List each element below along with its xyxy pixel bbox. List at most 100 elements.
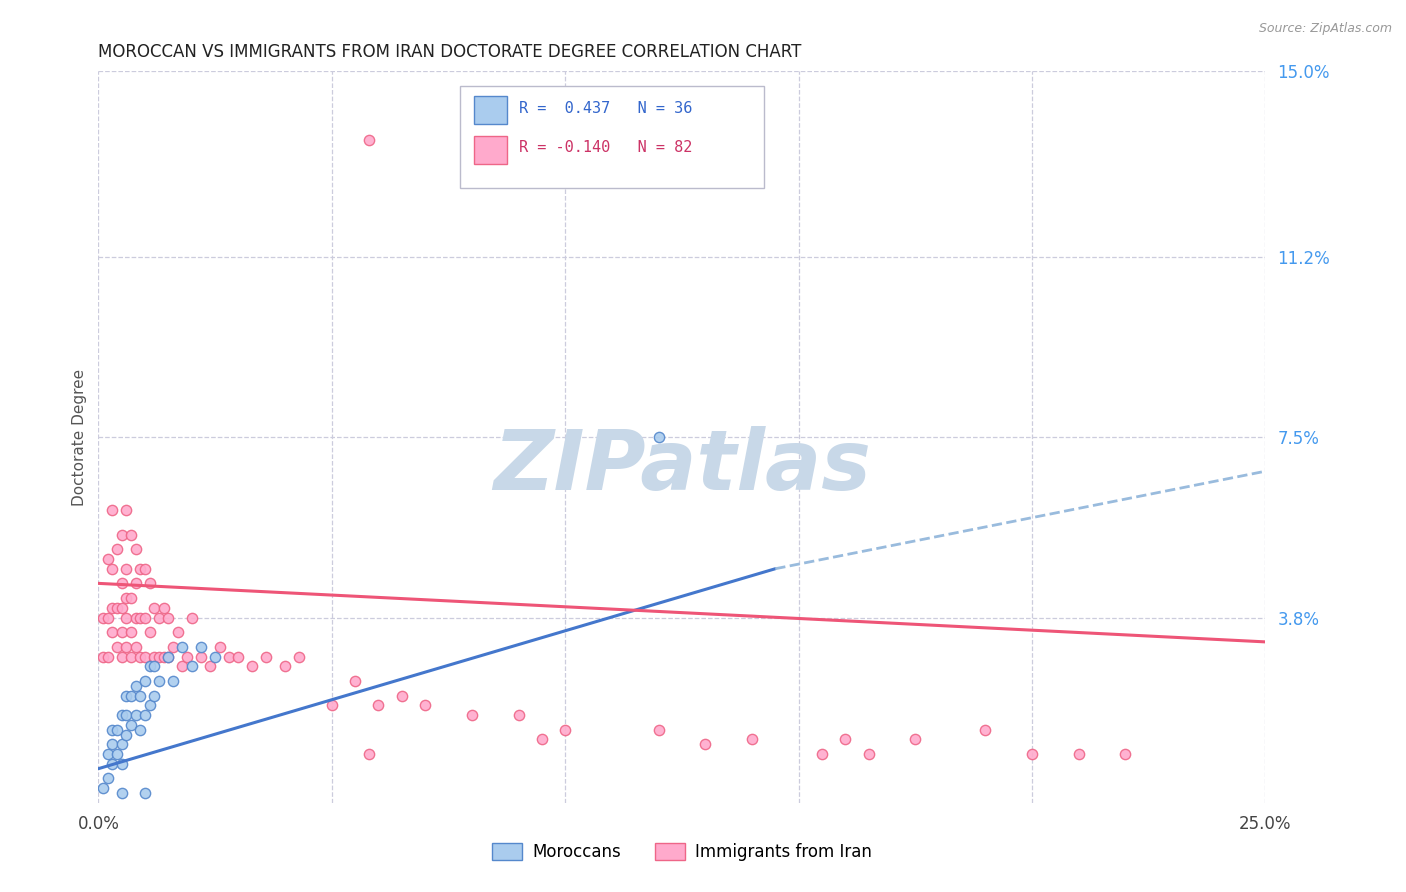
Point	[180, 659, 202, 673]
Point	[97, 747, 120, 761]
Point	[200, 659, 222, 673]
Point	[148, 649, 170, 664]
Legend: Moroccans, Immigrants from Iran: Moroccans, Immigrants from Iran	[485, 836, 879, 868]
Point	[105, 747, 128, 761]
Point	[111, 649, 134, 664]
Point	[148, 673, 170, 688]
Point	[190, 649, 212, 664]
Point	[180, 610, 202, 624]
Point	[129, 689, 152, 703]
Point	[1114, 747, 1136, 761]
Point	[413, 698, 436, 713]
FancyBboxPatch shape	[460, 86, 763, 188]
Point	[139, 576, 162, 591]
Text: R = -0.140   N = 82: R = -0.140 N = 82	[519, 140, 692, 155]
Point	[111, 786, 134, 800]
Point	[115, 562, 138, 576]
Point	[1067, 747, 1090, 761]
Point	[125, 576, 148, 591]
Point	[111, 600, 134, 615]
Point	[111, 737, 134, 751]
Point	[115, 503, 138, 517]
Point	[904, 732, 927, 747]
Point	[204, 649, 226, 664]
Point	[288, 649, 311, 664]
FancyBboxPatch shape	[474, 136, 508, 163]
Point	[111, 756, 134, 771]
Point	[530, 732, 553, 747]
Point	[190, 640, 212, 654]
Point	[974, 723, 997, 737]
Point	[218, 649, 240, 664]
Point	[321, 698, 343, 713]
Point	[97, 772, 120, 786]
Point	[125, 708, 148, 723]
Point	[115, 689, 138, 703]
Point	[228, 649, 250, 664]
Point	[115, 591, 138, 605]
Point	[115, 708, 138, 723]
Point	[139, 659, 162, 673]
Point	[176, 649, 198, 664]
Point	[111, 708, 134, 723]
Point	[344, 673, 367, 688]
Point	[134, 649, 156, 664]
Point	[208, 640, 231, 654]
Point	[162, 640, 184, 654]
Point	[129, 723, 152, 737]
Point	[120, 591, 142, 605]
Point	[129, 610, 152, 624]
Text: MOROCCAN VS IMMIGRANTS FROM IRAN DOCTORATE DEGREE CORRELATION CHART: MOROCCAN VS IMMIGRANTS FROM IRAN DOCTORA…	[98, 44, 801, 62]
Point	[139, 698, 162, 713]
Point	[105, 640, 128, 654]
Point	[125, 679, 148, 693]
Y-axis label: Doctorate Degree: Doctorate Degree	[72, 368, 87, 506]
Point	[125, 542, 148, 557]
Point	[101, 625, 124, 640]
Point	[125, 610, 148, 624]
Point	[101, 503, 124, 517]
Point	[120, 649, 142, 664]
Point	[367, 698, 389, 713]
Point	[101, 756, 124, 771]
Point	[134, 786, 156, 800]
Point	[105, 723, 128, 737]
Point	[172, 659, 194, 673]
Point	[274, 659, 297, 673]
Point	[115, 727, 138, 741]
Point	[391, 689, 413, 703]
Text: ZIPatlas: ZIPatlas	[494, 425, 870, 507]
Point	[134, 673, 156, 688]
Point	[647, 430, 669, 444]
Point	[157, 649, 180, 664]
Point	[143, 600, 166, 615]
Point	[143, 659, 166, 673]
Point	[152, 600, 174, 615]
Point	[134, 708, 156, 723]
Point	[695, 737, 717, 751]
Point	[148, 610, 170, 624]
Point	[1021, 747, 1043, 761]
Point	[91, 649, 114, 664]
Point	[157, 610, 180, 624]
Point	[134, 610, 156, 624]
Point	[359, 133, 381, 147]
Point	[359, 747, 381, 761]
Point	[101, 723, 124, 737]
Point	[120, 718, 142, 732]
Point	[162, 673, 184, 688]
Point	[115, 640, 138, 654]
Point	[152, 649, 174, 664]
Point	[120, 689, 142, 703]
Point	[101, 737, 124, 751]
Point	[157, 649, 180, 664]
Point	[101, 562, 124, 576]
Point	[97, 552, 120, 566]
Point	[105, 600, 128, 615]
Point	[115, 610, 138, 624]
Point	[647, 723, 669, 737]
Point	[461, 708, 484, 723]
Point	[134, 562, 156, 576]
Point	[858, 747, 880, 761]
Point	[811, 747, 834, 761]
